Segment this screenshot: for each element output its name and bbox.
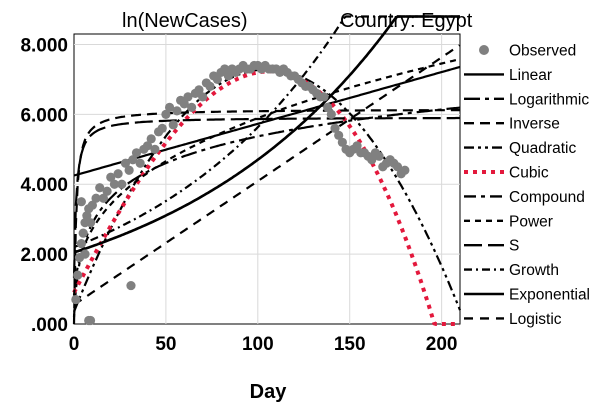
fit-line-power [72,58,461,296]
y-tick-label: 8.000 [20,35,68,56]
observed-point [109,179,120,189]
observed-point [131,148,142,158]
observed-point [157,123,167,133]
observed-point [80,249,90,259]
x-tick-label: 200 [426,334,458,355]
observed-point [220,64,230,74]
observed-point [120,158,131,168]
legend-marker-observed [479,45,489,55]
observed-point [212,74,222,85]
observed-point [85,218,96,228]
legend-label: S [509,238,519,255]
observed-point [78,228,88,238]
observed-point [164,102,175,112]
x-tick-label: 150 [334,334,366,355]
fit-line-linear [73,65,461,177]
y-tick-label: 4.000 [20,175,68,196]
observed-point [71,294,81,305]
observed-point [142,141,153,151]
observed-point [87,200,97,210]
x-tick-label: 100 [242,334,274,355]
observed-point [128,155,138,165]
observed-point [91,193,101,203]
observed-point [337,137,347,147]
observed-point [168,120,178,130]
legend-label: Compound [509,189,585,206]
y-tick-label: 2.000 [20,245,68,266]
legend-label: Cubic [509,165,549,182]
x-tick-label: 0 [69,334,80,355]
chart-title: ln(NewCases) [122,10,248,32]
observed-point [113,169,123,179]
observed-point [187,102,197,112]
axes: 0 50 100 150 200 .000 2.000 4.000 6.000 8.000 [20,35,457,355]
plot-area [73,33,461,325]
observed-point [319,92,329,102]
fit-lines [72,15,462,326]
fit-line-s [72,116,460,278]
observed-point [392,162,403,172]
observed-point [73,270,83,280]
observed-point [161,109,171,119]
observed-point [102,186,112,196]
observed-point [124,165,134,175]
legend-label: Exponential [509,287,590,304]
observed-point [146,134,156,144]
observed-point [198,92,208,102]
observed-point [179,99,189,109]
observed-point [352,141,362,151]
observed-point [85,315,96,326]
fit-line-inverse [72,109,460,325]
observed-point [126,280,136,291]
fit-line-cubic [72,69,460,326]
observed-point [183,92,193,102]
observed-point [172,106,182,116]
observed-point [334,130,344,140]
legend-label: Inverse [509,116,560,133]
observed-point [117,179,127,189]
x-tick-label: 50 [155,334,176,355]
observed-point [98,193,109,203]
observed-point [367,155,377,165]
observed-point [106,172,116,182]
observed-point [76,197,86,207]
observed-point [374,151,384,161]
x-axis-label: Day [250,381,288,403]
chart-subtitle: Country: Egypt [340,10,473,32]
legend-label: Power [509,213,553,230]
observed-points [71,60,410,326]
observed-point [223,71,233,81]
y-tick-label: 6.000 [20,105,68,126]
observed-point [323,102,333,112]
observed-point [95,183,105,193]
observed-point [76,239,86,249]
legend-label: Logarithmic [509,91,589,108]
legend-label: Linear [509,67,552,84]
legend: Observed Linear Logarithmic Inverse Quadrati… [464,43,590,328]
observed-point [330,123,340,133]
observed-point [194,85,204,95]
grid [73,33,461,325]
observed-point [400,165,410,175]
legend-label: Growth [509,262,559,279]
observed-point [135,158,145,168]
y-tick-label: .000 [31,315,68,336]
legend-label: Quadratic [509,140,576,157]
observed-point [150,144,160,154]
observed-point [205,81,215,92]
observed-point [82,211,92,221]
fit-line-logistic [73,44,461,306]
fit-line-exponential [73,15,460,254]
observed-point [326,109,336,119]
fit-line-growth [73,15,460,249]
legend-label: Logistic [509,311,562,328]
legend-label: Observed [509,43,576,60]
